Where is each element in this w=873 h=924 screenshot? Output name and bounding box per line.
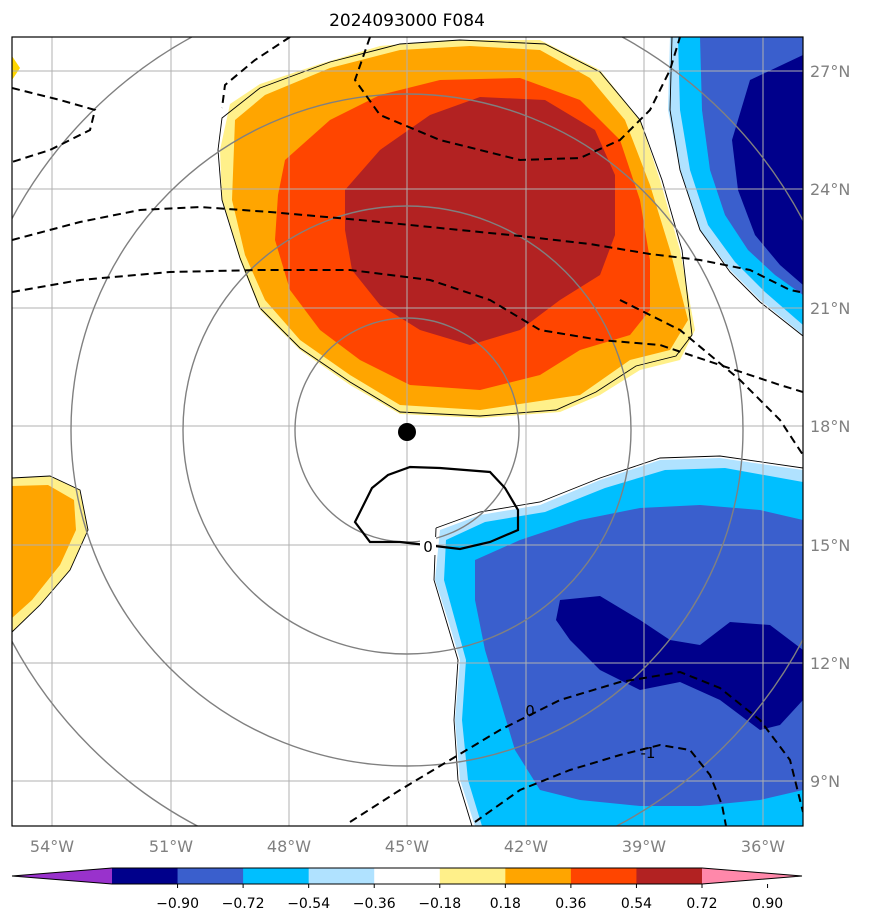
negative-anomaly-southeast [435,458,803,826]
positive-anomaly-region [220,40,695,418]
contour-labels: 0 0 -1 [420,537,655,762]
latitude-ticks: 27°N 24°N 21°N 18°N 15°N 12°N 9°N [810,62,850,791]
anomaly-outlines [12,37,803,826]
map-frame [11,36,804,827]
colorbar-segment [570,868,637,884]
colorbar-tick-label: 0.54 [621,896,652,912]
lat-tick: 18°N [810,417,850,436]
colorbar-tick-label: 0.90 [752,896,783,912]
colorbar-segment [505,868,572,884]
lat-tick: 12°N [810,654,850,673]
lat-tick: 27°N [810,62,850,81]
colorbar-extend-high [702,868,802,884]
negative-anomaly-northeast [668,37,803,335]
lon-tick: 39°W [622,837,666,856]
colorbar-tick-label: −0.72 [222,896,265,912]
colorbar-segment [112,868,179,884]
lon-tick: 48°W [267,837,311,856]
colorbar: −0.90 −0.72 −0.54 −0.36 −0.18 0.18 0.36 0.54 0.7… [11,867,803,912]
colorbar-tick-label: −0.90 [156,896,199,912]
lon-tick: 45°W [385,837,429,856]
contour-label-minus-one: -1 [641,744,656,762]
lon-tick: 51°W [149,837,193,856]
solid-zero-contour [353,465,520,551]
colorbar-segment [636,868,703,884]
lon-tick: 42°W [504,837,548,856]
colorbar-extend-low [12,868,112,884]
colorbar-tick-label: −0.18 [418,896,461,912]
colorbar-segment [374,868,441,884]
dashed-contours [12,37,803,826]
colorbar-tick-label: 0.36 [555,896,586,912]
map-panel: 0 0 -1 [12,37,803,826]
colorbar-segment [439,868,506,884]
lon-tick: 54°W [30,837,74,856]
lat-tick: 9°N [810,772,840,791]
range-rings [12,37,803,826]
storm-center-dot [398,423,416,441]
colorbar-tick-label: 0.18 [490,896,521,912]
longitude-ticks: 54°W 51°W 48°W 45°W 42°W 39°W 36°W [30,837,785,856]
contour-label-zero-south: 0 [525,702,535,720]
colorbar-tick-label: −0.54 [287,896,330,912]
colorbar-segment [308,868,375,884]
lat-tick: 21°N [810,299,850,318]
lat-tick: 24°N [810,180,850,199]
figure-title: 2024093000 F084 [329,11,485,31]
contour-label-zero-center: 0 [423,538,433,556]
colorbar-segment [243,868,310,884]
colorbar-outline [11,867,803,885]
colorbar-tick-label: −0.36 [353,896,396,912]
lat-tick: 15°N [810,536,850,555]
positive-anomaly-west [12,56,88,632]
lon-tick: 36°W [741,837,785,856]
colorbar-tick-label: 0.72 [686,896,717,912]
colorbar-segment [177,868,244,884]
